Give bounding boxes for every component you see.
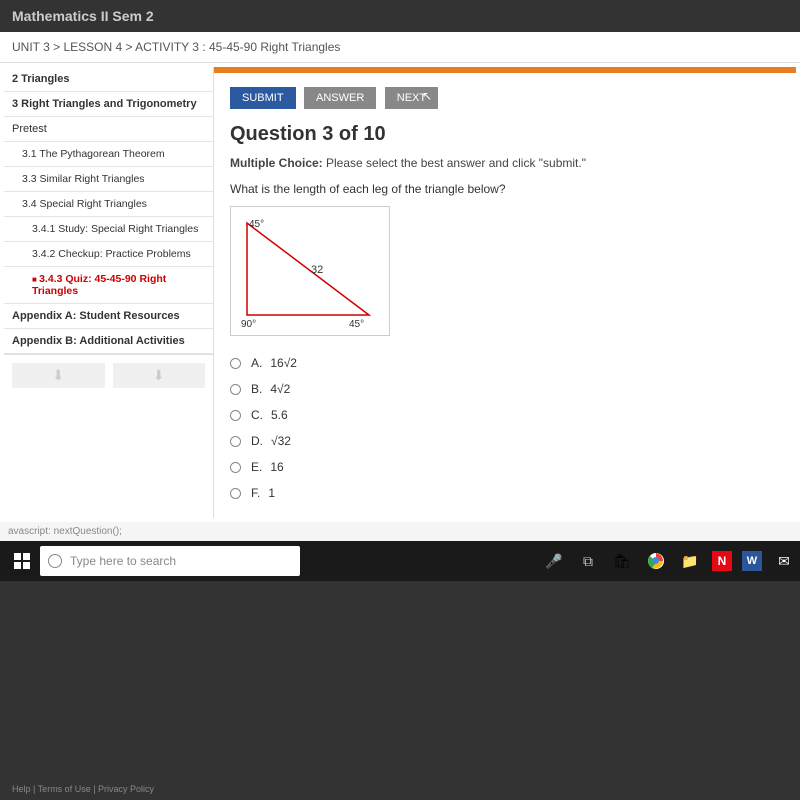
sidebar-item[interactable]: 3.4.2 Checkup: Practice Problems: [4, 242, 213, 267]
choice-text: 5.6: [271, 408, 288, 422]
mail-icon[interactable]: ✉: [772, 549, 796, 573]
accent-bar: [214, 67, 796, 73]
task-view-icon[interactable]: ⧉: [576, 549, 600, 573]
sidebar-item[interactable]: 3.4 Special Right Triangles: [4, 192, 213, 217]
choice-row[interactable]: E. 16: [230, 454, 780, 480]
mic-icon[interactable]: 🎤: [542, 549, 566, 573]
radio-button[interactable]: [230, 436, 241, 447]
sidebar-item[interactable]: Appendix A: Student Resources: [4, 304, 213, 329]
sidebar-item[interactable]: 3.3 Similar Right Triangles: [4, 167, 213, 192]
sidebar-item[interactable]: 2 Triangles: [4, 67, 213, 92]
choice-letter: A.: [251, 356, 262, 370]
sidebar-item[interactable]: 3.4.1 Study: Special Right Triangles: [4, 217, 213, 242]
sidebar-item[interactable]: 3.1 The Pythagorean Theorem: [4, 142, 213, 167]
choice-text: 1: [268, 486, 275, 500]
question-title: Question 3 of 10: [230, 123, 780, 146]
footer-links[interactable]: Help | Terms of Use | Privacy Policy: [12, 784, 154, 794]
nav-next[interactable]: ⬇: [113, 363, 206, 388]
choice-text: √32: [271, 434, 291, 448]
choice-letter: E.: [251, 460, 262, 474]
radio-button[interactable]: [230, 410, 241, 421]
search-icon: [48, 554, 62, 568]
nav-prev[interactable]: ⬇: [12, 363, 105, 388]
sidebar-item[interactable]: Pretest: [4, 117, 213, 142]
question-text: What is the length of each leg of the tr…: [230, 182, 780, 196]
choice-row[interactable]: B. 4√2: [230, 376, 780, 402]
choice-row[interactable]: A. 16√2: [230, 350, 780, 376]
store-icon[interactable]: 🛍: [610, 549, 634, 573]
angle-br: 45°: [349, 319, 364, 329]
answer-choices: A. 16√2 B. 4√2 C. 5.6 D. √32 E. 16 F. 1: [230, 350, 780, 506]
cursor-icon: ↖: [422, 89, 432, 103]
main-content: SUBMIT ANSWER NEXT↖ Question 3 of 10 Mul…: [214, 67, 796, 518]
breadcrumb: UNIT 3 > LESSON 4 > ACTIVITY 3 : 45-45-9…: [0, 32, 800, 63]
choice-row[interactable]: C. 5.6: [230, 402, 780, 428]
radio-button[interactable]: [230, 384, 241, 395]
choice-text: 4√2: [270, 382, 290, 396]
sidebar-item[interactable]: 3.4.3 Quiz: 45-45-90 Right Triangles: [4, 267, 213, 304]
triangle-figure: 45° 90° 45° 32: [230, 206, 390, 336]
sidebar: 2 Triangles3 Right Triangles and Trigono…: [4, 67, 214, 518]
choice-letter: B.: [251, 382, 262, 396]
taskbar: Type here to search 🎤 ⧉ 🛍 📁 N W ✉: [0, 541, 800, 581]
choice-letter: F.: [251, 486, 260, 500]
choice-text: 16√2: [270, 356, 297, 370]
next-button[interactable]: NEXT↖: [385, 87, 438, 109]
status-bar: avascript: nextQuestion();: [0, 522, 800, 541]
radio-button[interactable]: [230, 358, 241, 369]
course-title: Mathematics II Sem 2: [0, 0, 800, 32]
angle-bl: 90°: [241, 319, 256, 329]
chrome-icon[interactable]: [644, 549, 668, 573]
netflix-icon[interactable]: N: [712, 551, 732, 571]
choice-letter: C.: [251, 408, 263, 422]
choice-text: 16: [270, 460, 283, 474]
hypotenuse-label: 32: [311, 264, 323, 276]
radio-button[interactable]: [230, 462, 241, 473]
angle-top: 45°: [249, 219, 264, 230]
explorer-icon[interactable]: 📁: [678, 549, 702, 573]
radio-button[interactable]: [230, 488, 241, 499]
search-input[interactable]: Type here to search: [40, 546, 300, 576]
choice-row[interactable]: F. 1: [230, 480, 780, 506]
answer-button[interactable]: ANSWER: [304, 87, 376, 109]
word-icon[interactable]: W: [742, 551, 762, 571]
start-button[interactable]: [4, 545, 40, 577]
submit-button[interactable]: SUBMIT: [230, 87, 296, 109]
sidebar-item[interactable]: 3 Right Triangles and Trigonometry: [4, 92, 213, 117]
question-type: Multiple Choice: Please select the best …: [230, 156, 780, 170]
choice-row[interactable]: D. √32: [230, 428, 780, 454]
sidebar-item[interactable]: Appendix B: Additional Activities: [4, 329, 213, 354]
choice-letter: D.: [251, 434, 263, 448]
